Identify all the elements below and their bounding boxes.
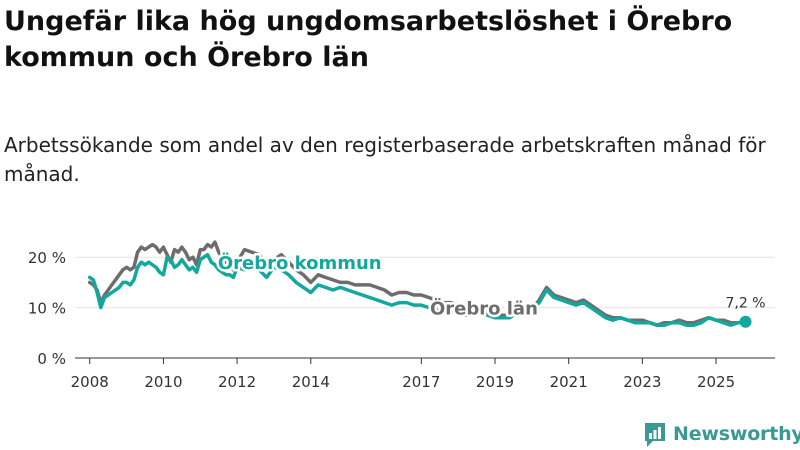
y-tick-label: 10 % bbox=[28, 300, 66, 318]
x-tick-label: 2023 bbox=[623, 373, 661, 391]
x-tick-label: 2017 bbox=[402, 373, 440, 391]
brand-logo[interactable]: Newsworthy bbox=[643, 419, 800, 449]
x-tick-label: 2019 bbox=[476, 373, 514, 391]
end-point-marker bbox=[739, 315, 752, 328]
x-tick-label: 2012 bbox=[218, 373, 256, 391]
series-label-orebro-kommun: Örebro kommun bbox=[218, 252, 382, 274]
series-line-orebro-lan bbox=[87, 240, 748, 327]
end-value-label: 7,2 % bbox=[726, 296, 766, 312]
brand-name: Newsworthy bbox=[673, 423, 800, 445]
chart-subtitle: Arbetssökande som andel av den registerb… bbox=[4, 133, 766, 186]
x-tick-label: 2010 bbox=[144, 373, 182, 391]
x-tick-label: 2021 bbox=[550, 373, 588, 391]
x-tick-label: 2014 bbox=[292, 373, 330, 391]
y-tick-label: 0 % bbox=[37, 350, 66, 368]
y-tick-label: 20 % bbox=[28, 249, 66, 267]
x-tick-label: 2025 bbox=[697, 373, 735, 391]
series-line-orebro-kommun bbox=[87, 252, 748, 327]
series-label-orebro-lan: Örebro län bbox=[430, 298, 538, 320]
x-tick-label: 2008 bbox=[71, 373, 109, 391]
chart-title: Ungefär lika hög ungdomsarbetslöshet i Ö… bbox=[4, 6, 733, 73]
newsworthy-logo-icon bbox=[645, 422, 665, 447]
